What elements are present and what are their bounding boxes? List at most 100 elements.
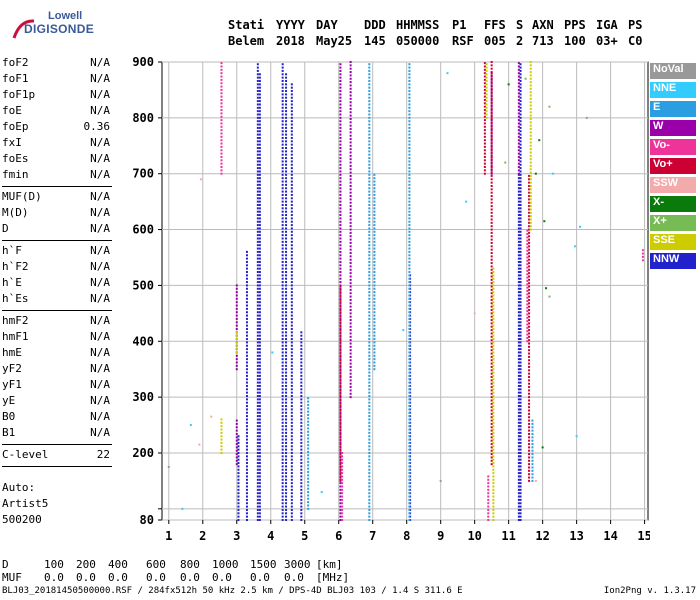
echo-point-nnw: [519, 220, 522, 223]
echo-point-nnw: [245, 488, 248, 491]
echo-point-e: [373, 314, 376, 317]
echo-point-vo: [341, 505, 344, 508]
echo-point-nnw: [519, 495, 522, 498]
echo-point-nnw: [519, 291, 522, 294]
echo-point-w: [349, 282, 352, 285]
echo-point-vo: [490, 406, 493, 409]
echo-point-e: [368, 448, 371, 451]
echo-point-vo: [220, 119, 223, 122]
echo-point-e: [373, 240, 376, 243]
echo-point-e: [368, 351, 371, 354]
echo-point-nnw: [519, 401, 522, 404]
echo-point-e: [408, 451, 411, 454]
echo-point-sse: [485, 100, 488, 103]
echo-point-nnw: [281, 364, 284, 367]
echo-point-nnw: [281, 187, 284, 190]
echo-point-sse: [529, 134, 532, 137]
echo-point-nnw: [258, 391, 261, 394]
echo-point-nnw: [300, 358, 303, 361]
echo-point-e: [307, 491, 310, 494]
echo-point-vo: [490, 315, 493, 318]
echo-point-w: [339, 351, 342, 354]
echo-point-e: [373, 254, 376, 257]
echo-point-nnw: [258, 431, 261, 434]
echo-point-nnw: [245, 401, 248, 404]
echo-point-vo: [483, 92, 486, 95]
echo-point-vo: [339, 312, 342, 315]
echo-point-sse: [529, 117, 532, 120]
echo-point-w: [349, 231, 352, 234]
echo-point-vo: [339, 382, 342, 385]
echo-point-e: [408, 277, 411, 280]
echo-point-sse: [529, 174, 532, 177]
echo-point-vo: [341, 472, 344, 475]
echo-point-nnw: [281, 462, 284, 465]
echo-point-nnw: [281, 79, 284, 82]
echo-point-w: [490, 72, 493, 75]
echo-point-nnw: [281, 126, 284, 129]
echo-point-nnw: [258, 130, 261, 133]
echo-point-nnw: [258, 478, 261, 481]
echo-point-nnw: [256, 408, 259, 411]
echo-point-nnw: [281, 435, 284, 438]
echo-point-sse: [529, 171, 532, 174]
echo-point-nnw: [281, 260, 284, 263]
echo-point-nnw: [517, 334, 520, 337]
echo-point-e: [307, 460, 310, 463]
echo-point-nnw: [285, 411, 288, 414]
echo-point-w: [490, 129, 493, 132]
echo-point-vo: [528, 362, 531, 365]
echo-point-nnw: [290, 324, 293, 327]
echo-point-nnw: [519, 395, 522, 398]
echo-point-w: [349, 148, 352, 151]
echo-point-w: [235, 291, 238, 294]
echo-point-e: [408, 341, 411, 344]
echo-point-nnw: [519, 281, 522, 284]
echo-point-nnw: [290, 244, 293, 247]
echo-point-nnw: [258, 86, 261, 89]
echo-point-x: [548, 295, 551, 298]
echo-point-nnw: [300, 415, 303, 418]
echo-point-nnw: [258, 147, 261, 150]
echo-point-w: [339, 455, 342, 458]
echo-point-e: [373, 321, 376, 324]
echo-point-nnw: [517, 344, 520, 347]
echo-point-e: [373, 244, 376, 247]
echo-point-vo: [526, 233, 529, 236]
echo-point-sse: [492, 458, 495, 461]
echo-point-e: [531, 453, 534, 456]
echo-point-e: [368, 468, 371, 471]
echo-point-e: [373, 304, 376, 307]
echo-point-e: [373, 234, 376, 237]
y-tick-label: 400: [132, 334, 154, 348]
echo-point-nnw: [517, 441, 520, 444]
echo-point-sse: [492, 378, 495, 381]
echo-point-w: [339, 381, 342, 384]
echo-point-vo: [490, 453, 493, 456]
echo-point-nnw: [519, 160, 522, 163]
echo-point-vo: [490, 285, 493, 288]
echo-point-sse: [492, 478, 495, 481]
echo-point-nnw: [285, 498, 288, 501]
echo-point-nnw: [285, 274, 288, 277]
echo-point-nnw: [290, 428, 293, 431]
echo-point-w: [339, 116, 342, 119]
echo-point-nnw: [290, 472, 293, 475]
echo-point-e: [368, 224, 371, 227]
echo-point-nnw: [519, 435, 522, 438]
distance-cell: [km]: [316, 558, 343, 571]
echo-point-w: [349, 342, 352, 345]
echo-point-sse: [492, 334, 495, 337]
echo-point-nnw: [256, 106, 259, 109]
echo-point-e: [373, 257, 376, 260]
echo-point-nnw: [290, 505, 293, 508]
echo-point-vo: [490, 258, 493, 261]
echo-point-nnw: [519, 485, 522, 488]
echo-point-nnw: [300, 498, 303, 501]
echo-point-sse: [492, 317, 495, 320]
echo-point-e: [408, 126, 411, 129]
echo-point-w: [339, 197, 342, 200]
header-value-ffs: 005: [484, 34, 506, 48]
echo-point-nnw: [285, 495, 288, 498]
echo-point-nnw: [285, 384, 288, 387]
